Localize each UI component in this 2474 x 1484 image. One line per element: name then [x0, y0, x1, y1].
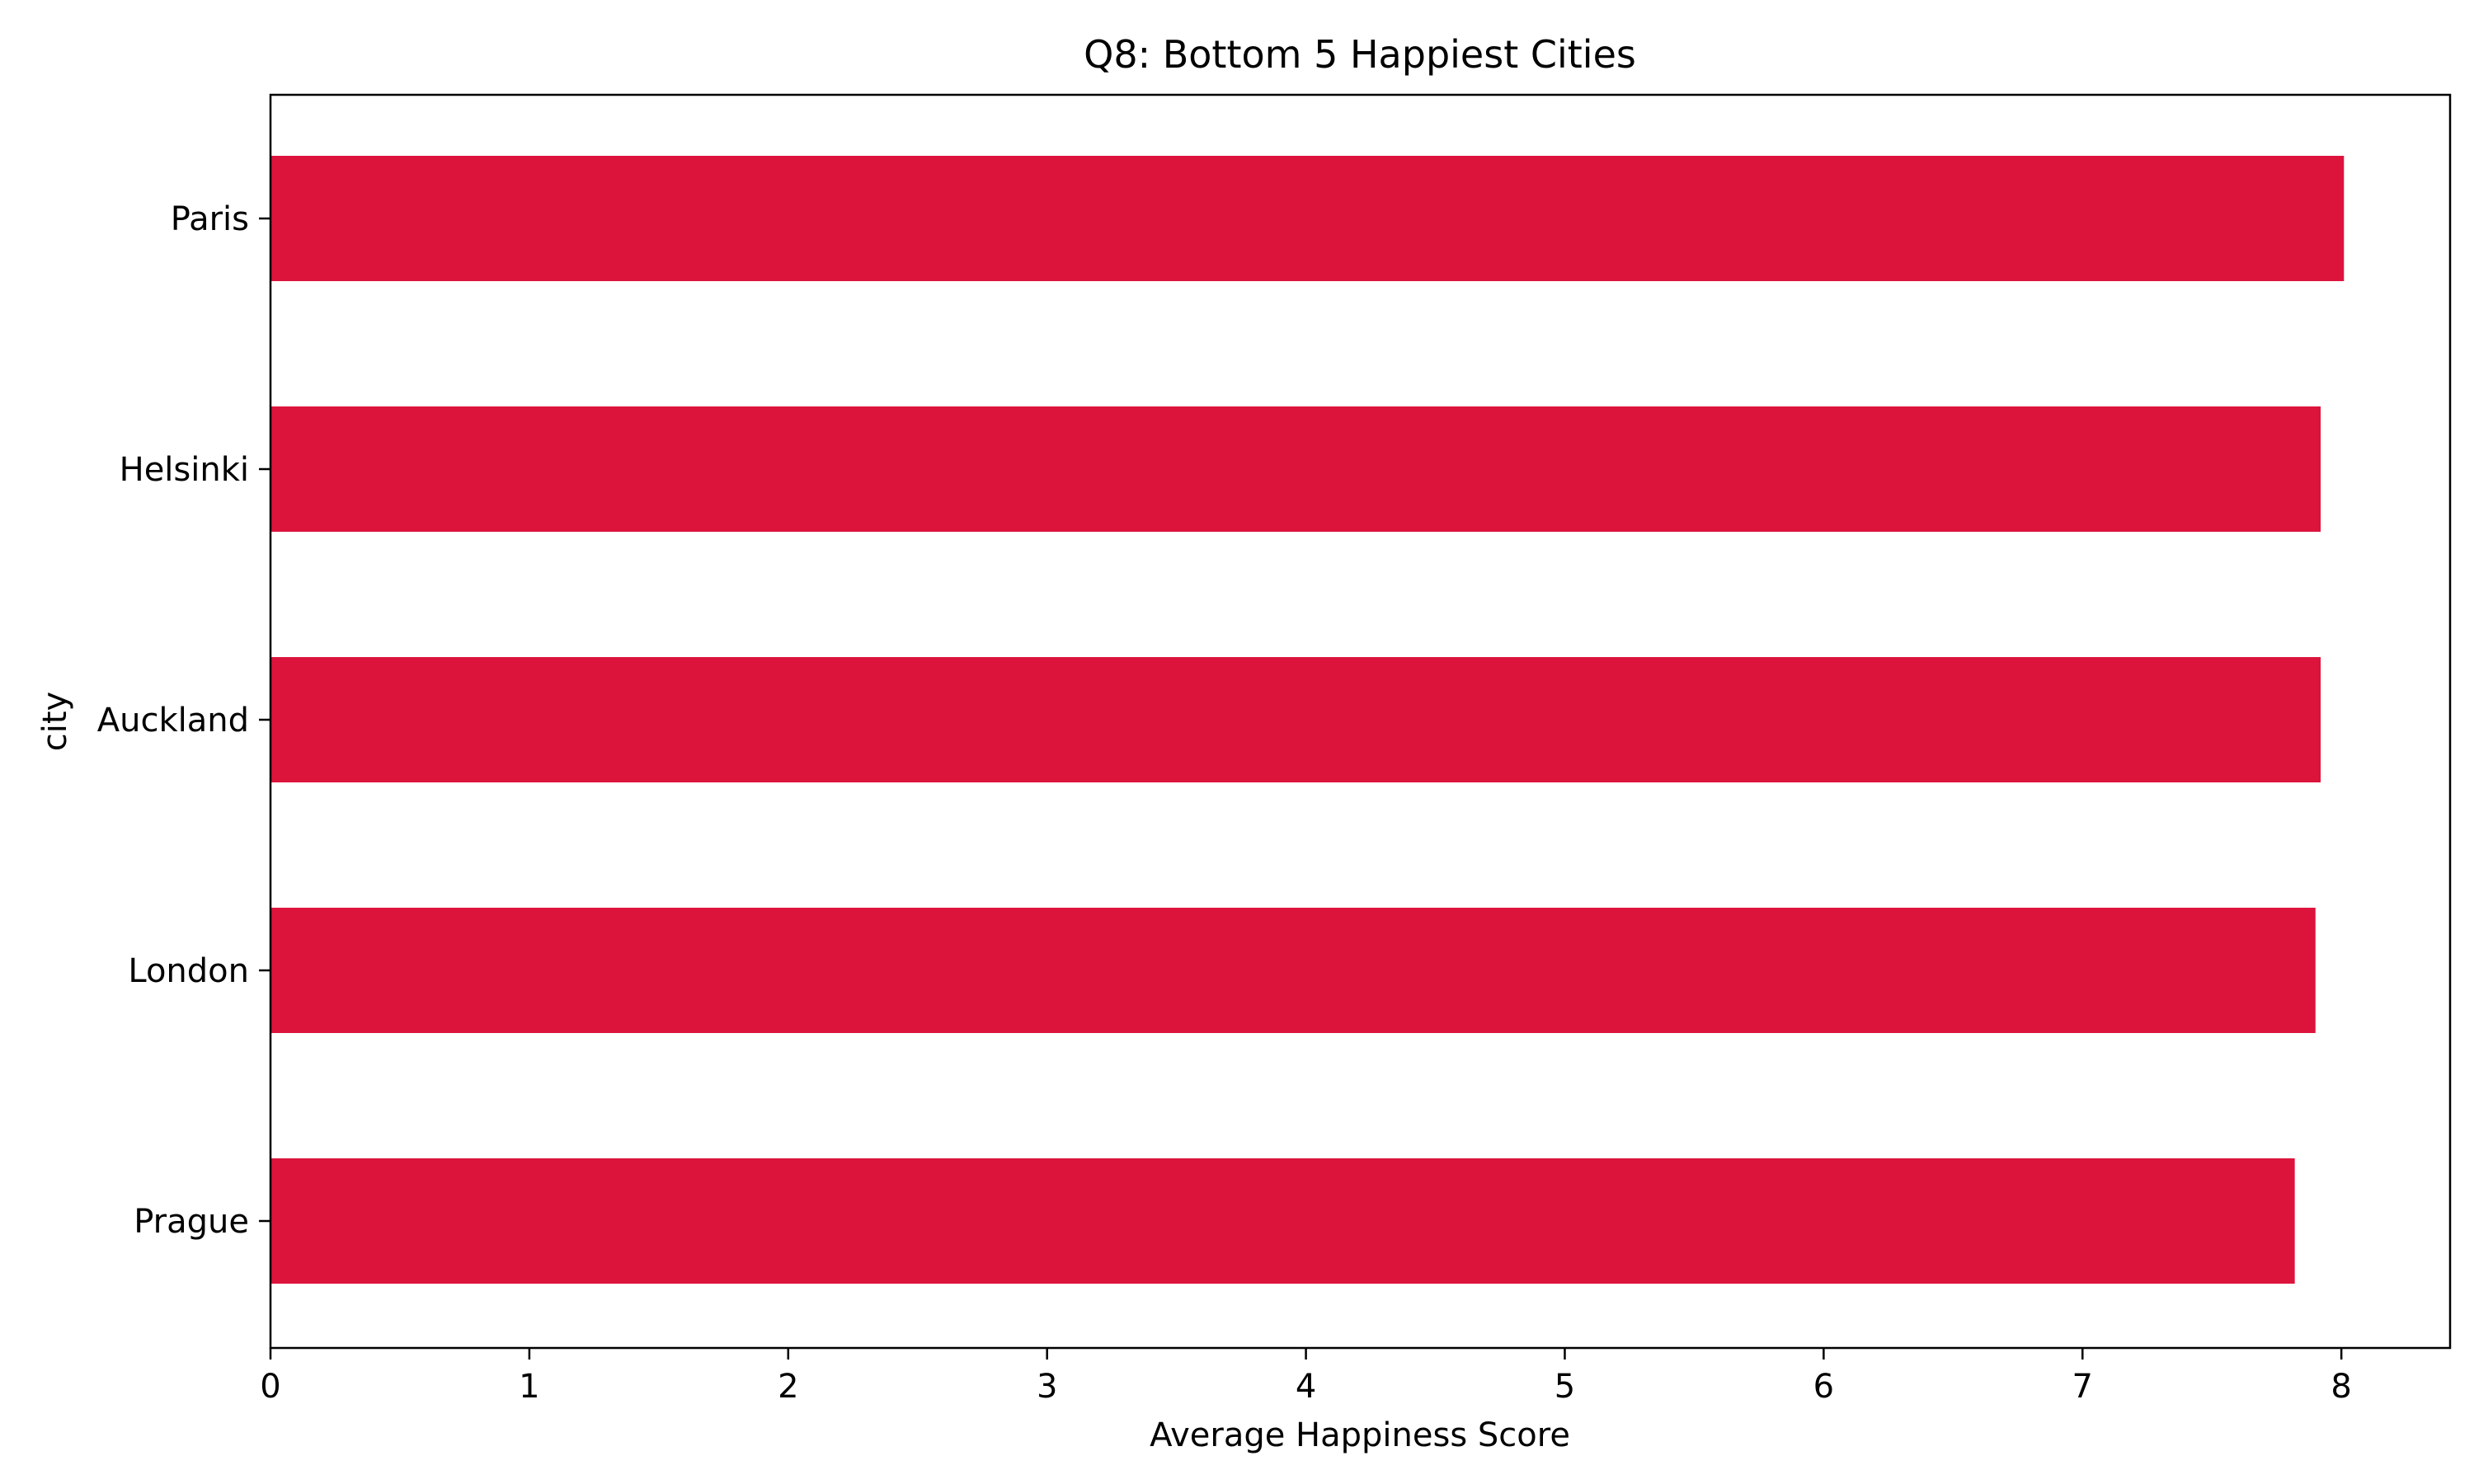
x-tick-label: 1	[519, 1368, 539, 1406]
y-axis-label: city	[36, 692, 74, 751]
bar-paris	[270, 156, 2345, 281]
bar-helsinki	[270, 406, 2321, 532]
bar-auckland	[270, 657, 2321, 782]
bar-prague	[270, 1158, 2295, 1284]
y-tick-label-helsinki: Helsinki	[120, 451, 249, 489]
x-ticks-group: 0 1 2 3 4 5 6 7 8	[260, 1348, 2352, 1406]
x-tick-label: 2	[778, 1368, 798, 1406]
x-tick-label: 6	[1813, 1368, 1834, 1406]
x-tick-label: 0	[260, 1368, 280, 1406]
plot-frame	[269, 93, 2452, 1350]
x-tick-label: 3	[1037, 1368, 1057, 1406]
x-tick-label: 5	[1554, 1368, 1575, 1406]
y-tick-label-london: London	[128, 952, 249, 990]
chart-title: Q8: Bottom 5 Happiest Cities	[1084, 32, 1636, 77]
y-tick-label-paris: Paris	[171, 200, 249, 238]
y-ticks-group: Paris Helsinki Auckland London Prague	[97, 200, 270, 1241]
y-tick-label-auckland: Auckland	[97, 702, 249, 740]
bars-group	[270, 156, 2345, 1284]
bar-london	[270, 908, 2316, 1033]
x-tick-label: 4	[1296, 1368, 1316, 1406]
x-tick-label: 7	[2072, 1368, 2093, 1406]
x-tick-label: 8	[2331, 1368, 2351, 1406]
x-axis-label: Average Happiness Score	[1150, 1416, 1570, 1454]
y-tick-label-prague: Prague	[134, 1203, 249, 1241]
